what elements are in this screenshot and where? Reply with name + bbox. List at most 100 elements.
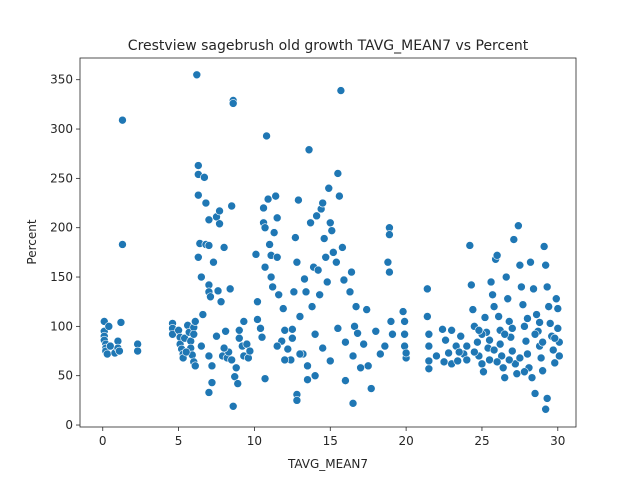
- x-axis-label: TAVG_MEAN7: [287, 457, 368, 471]
- data-point: [400, 329, 409, 339]
- data-point: [292, 257, 302, 267]
- data-point: [318, 343, 327, 353]
- data-point: [118, 240, 127, 249]
- data-point: [492, 357, 502, 367]
- data-point: [204, 215, 214, 225]
- data-point: [291, 233, 300, 242]
- data-point: [116, 318, 126, 327]
- data-point: [517, 282, 526, 292]
- data-point: [192, 70, 202, 80]
- data-point: [303, 375, 312, 384]
- data-point: [289, 287, 299, 297]
- data-point: [462, 341, 472, 351]
- data-point: [204, 388, 214, 397]
- data-point: [423, 284, 432, 294]
- data-point: [168, 329, 177, 339]
- data-point: [227, 355, 236, 365]
- data-point: [272, 213, 282, 223]
- x-tick-label: 5: [175, 434, 183, 448]
- data-point: [544, 302, 554, 311]
- data-point: [512, 369, 522, 379]
- data-point: [269, 228, 279, 237]
- y-tick-label: 250: [50, 171, 73, 185]
- data-point: [477, 359, 487, 369]
- data-point: [288, 325, 297, 334]
- data-point: [515, 353, 525, 363]
- data-point: [295, 349, 305, 359]
- data-point: [348, 399, 358, 408]
- data-point: [424, 341, 434, 351]
- data-point: [467, 280, 476, 290]
- data-point: [239, 317, 249, 326]
- data-point: [333, 169, 343, 178]
- data-point: [194, 190, 203, 200]
- data-point: [353, 328, 362, 338]
- data-point: [376, 349, 385, 359]
- x-tick-label: 20: [398, 434, 413, 448]
- y-tick-label: 200: [50, 221, 73, 235]
- data-point: [103, 349, 112, 359]
- data-point: [424, 356, 434, 366]
- data-point: [359, 339, 368, 349]
- data-point: [213, 286, 223, 296]
- data-point: [215, 219, 224, 229]
- data-point: [262, 131, 271, 141]
- data-point: [538, 366, 547, 376]
- data-point: [207, 361, 217, 371]
- data-point: [310, 371, 320, 381]
- data-point: [201, 198, 211, 208]
- data-point: [380, 341, 390, 351]
- data-point: [385, 267, 394, 277]
- data-point: [383, 257, 393, 267]
- data-point: [227, 201, 236, 211]
- data-point: [310, 329, 320, 339]
- data-point: [280, 326, 290, 335]
- data-point: [366, 384, 376, 393]
- data-point: [363, 361, 373, 371]
- data-point: [507, 346, 517, 356]
- data-point: [423, 312, 432, 321]
- data-point: [530, 389, 540, 398]
- data-point: [312, 211, 321, 221]
- data-point: [327, 226, 337, 235]
- data-point: [470, 347, 479, 357]
- data-point: [530, 329, 540, 339]
- data-point: [385, 230, 394, 239]
- data-point: [486, 277, 496, 287]
- data-point: [362, 305, 371, 314]
- data-point: [274, 290, 284, 300]
- data-point: [212, 331, 221, 341]
- data-point: [523, 314, 532, 323]
- data-point: [225, 284, 235, 294]
- data-point: [268, 282, 277, 292]
- data-point: [181, 347, 191, 357]
- data-point: [356, 363, 365, 373]
- chart-title: Crestview sagebrush old growth TAVG_MEAN…: [128, 38, 529, 54]
- x-tick-label: 15: [323, 434, 338, 448]
- data-point: [104, 322, 114, 331]
- data-point: [527, 373, 537, 382]
- data-point: [520, 367, 529, 377]
- data-point: [106, 341, 115, 351]
- data-point: [206, 292, 215, 302]
- data-point: [295, 312, 305, 321]
- data-point: [318, 198, 327, 208]
- data-point: [325, 218, 335, 228]
- data-point: [438, 325, 447, 334]
- data-point: [301, 287, 311, 297]
- data-point: [307, 302, 317, 311]
- data-point: [509, 235, 519, 244]
- data-point: [424, 364, 434, 374]
- data-point: [263, 194, 273, 204]
- data-point: [542, 394, 552, 403]
- data-point: [272, 252, 282, 262]
- data-point: [245, 346, 255, 356]
- data-point: [260, 262, 270, 272]
- data-point: [347, 267, 356, 277]
- data-point: [485, 355, 494, 365]
- data-point: [541, 260, 550, 270]
- data-point: [348, 351, 358, 361]
- data-point: [520, 322, 529, 331]
- data-point: [204, 351, 214, 361]
